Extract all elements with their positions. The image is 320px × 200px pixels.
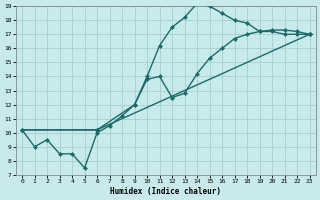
X-axis label: Humidex (Indice chaleur): Humidex (Indice chaleur) (110, 187, 221, 196)
